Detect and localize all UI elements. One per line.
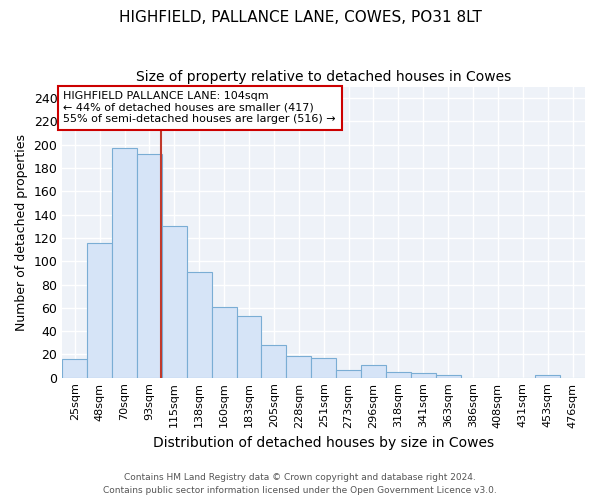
Bar: [411, 373, 436, 378]
Bar: [137, 154, 162, 378]
Bar: [162, 226, 187, 378]
Bar: [436, 376, 461, 378]
Bar: [361, 365, 386, 378]
Bar: [535, 376, 560, 378]
Bar: [62, 359, 87, 378]
Text: HIGHFIELD, PALLANCE LANE, COWES, PO31 8LT: HIGHFIELD, PALLANCE LANE, COWES, PO31 8L…: [119, 10, 481, 25]
Bar: [386, 372, 411, 378]
Bar: [311, 358, 336, 378]
Text: HIGHFIELD PALLANCE LANE: 104sqm
← 44% of detached houses are smaller (417)
55% o: HIGHFIELD PALLANCE LANE: 104sqm ← 44% of…: [64, 91, 336, 124]
Bar: [212, 306, 236, 378]
Bar: [87, 242, 112, 378]
Bar: [236, 316, 262, 378]
Title: Size of property relative to detached houses in Cowes: Size of property relative to detached ho…: [136, 70, 511, 84]
Text: Contains HM Land Registry data © Crown copyright and database right 2024.
Contai: Contains HM Land Registry data © Crown c…: [103, 474, 497, 495]
Bar: [112, 148, 137, 378]
Bar: [336, 370, 361, 378]
X-axis label: Distribution of detached houses by size in Cowes: Distribution of detached houses by size …: [153, 436, 494, 450]
Y-axis label: Number of detached properties: Number of detached properties: [15, 134, 28, 330]
Bar: [262, 345, 286, 378]
Bar: [187, 272, 212, 378]
Bar: [286, 356, 311, 378]
